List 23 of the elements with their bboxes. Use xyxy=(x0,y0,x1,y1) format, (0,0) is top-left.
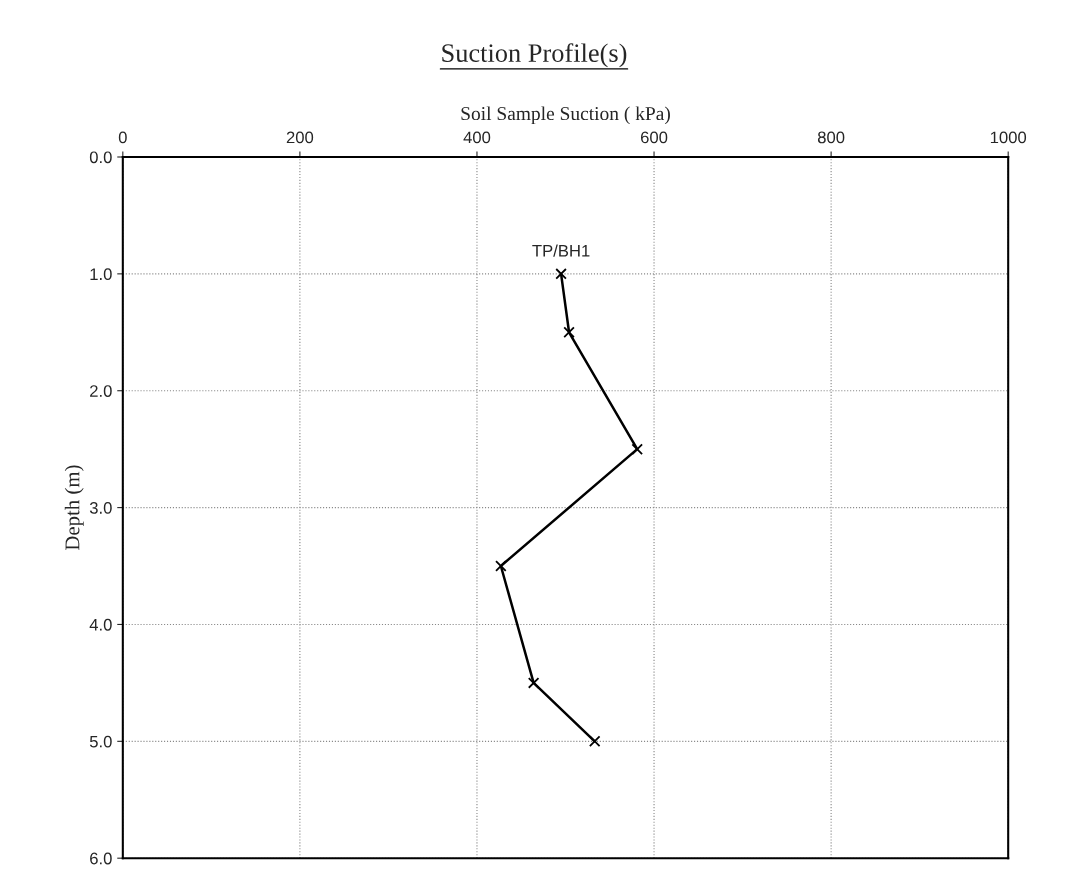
series-label: TP/BH1 xyxy=(532,244,590,257)
x-tick-label: 400 xyxy=(463,131,491,144)
chart-title: Suction Profile(s) xyxy=(442,43,627,68)
point xyxy=(555,268,567,280)
x-axis-title: Soil Sample Suction ( kPa) xyxy=(461,106,670,125)
x-tick-label: 0 xyxy=(118,131,127,144)
point xyxy=(495,560,507,572)
y-tick-label: 3.0 xyxy=(89,501,112,514)
y-tick-label: 1.0 xyxy=(90,268,112,281)
point xyxy=(563,326,575,339)
y-tick-label: 5.0 xyxy=(89,735,112,748)
x-tick-label: 600 xyxy=(640,131,668,144)
point xyxy=(588,735,601,748)
y-axis-title: Depth (m) xyxy=(64,465,84,551)
point xyxy=(631,443,643,455)
y-tick-label: 4.0 xyxy=(89,618,112,631)
x-tick-label: 200 xyxy=(286,131,314,144)
point xyxy=(527,677,540,689)
y-tick-label: 0.0 xyxy=(89,151,112,164)
y-tick-label: 6.0 xyxy=(90,852,112,865)
x-tick-label: 800 xyxy=(817,131,845,144)
y-tick-label: 2.0 xyxy=(90,385,112,397)
x-tick-label: 1000 xyxy=(990,131,1027,144)
